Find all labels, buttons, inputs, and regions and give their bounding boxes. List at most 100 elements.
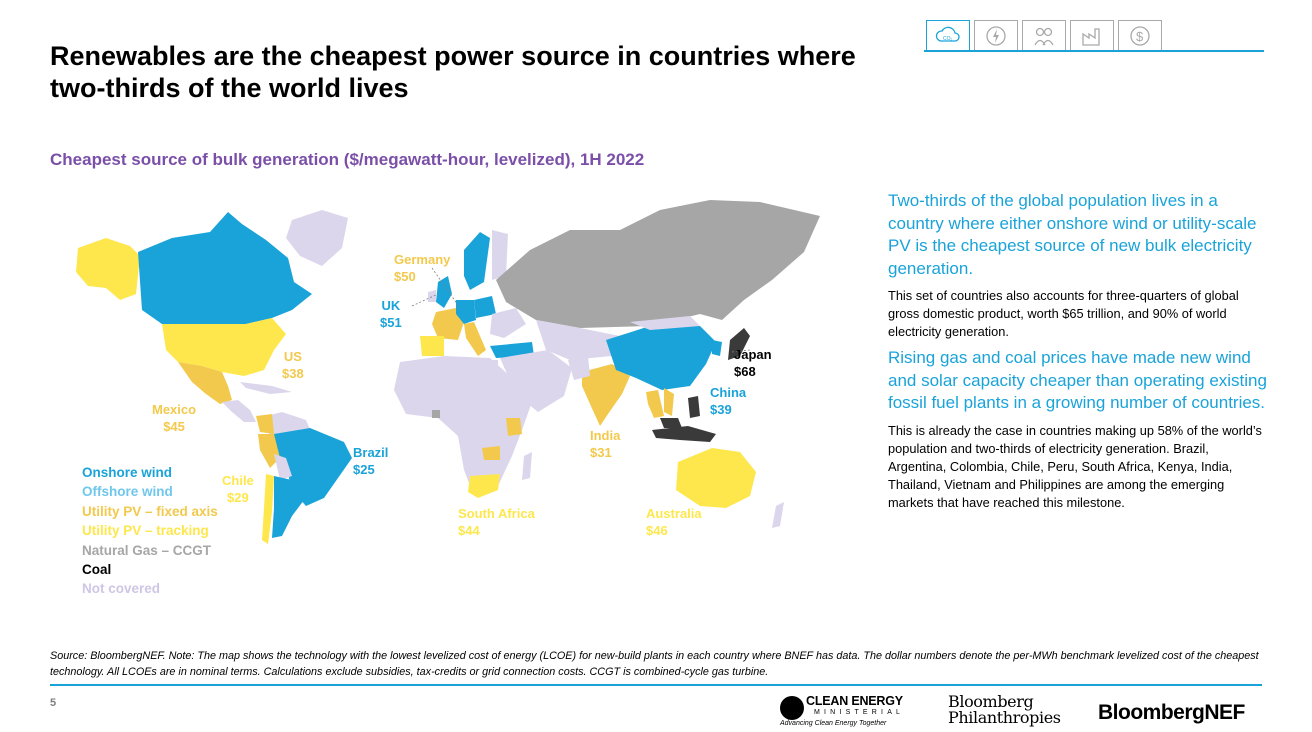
uk — [436, 276, 452, 308]
map-subtitle: Cheapest source of bulk generation ($/me… — [50, 150, 645, 169]
japan-leader — [731, 349, 751, 353]
russia — [496, 200, 820, 328]
body-emerging-markets: This is already the case in countries ma… — [888, 422, 1262, 510]
label-germany: Germany $50 — [394, 251, 450, 285]
label-japan-value: $68 — [734, 364, 756, 379]
zambia — [482, 446, 500, 460]
source-note: Source: BloombergNEF. Note: The map show… — [50, 650, 1259, 678]
south-africa — [468, 474, 500, 498]
germany-leader — [431, 267, 461, 309]
factory-icon[interactable] — [1070, 20, 1114, 50]
argentina — [272, 476, 304, 538]
bloombergnef-logo: BloombergNEF — [1098, 701, 1245, 724]
label-australia-name: Australia — [646, 506, 702, 521]
power-icon[interactable] — [974, 20, 1018, 50]
poland — [474, 296, 496, 318]
legend-onshore-wind: Onshore wind — [82, 465, 173, 480]
slide-title: Renewables are the cheapest power source… — [50, 41, 856, 103]
cem-logo: CLEAN ENERGY MINISTERIAL Advancing Clean… — [780, 694, 925, 730]
finland — [492, 230, 508, 280]
label-mexico-value: $45 — [163, 419, 185, 434]
legend-not-covered: Not covered — [82, 581, 161, 597]
australia — [676, 448, 756, 508]
eastern-europe — [490, 308, 526, 338]
label-germany-name: Germany — [394, 252, 451, 267]
turkey — [490, 342, 534, 358]
korea — [712, 340, 722, 356]
label-uk: UK $51 — [380, 297, 402, 331]
thailand — [646, 390, 664, 418]
malaysia — [660, 418, 682, 428]
scandinavia — [464, 232, 490, 290]
label-brazil-value: $25 — [353, 462, 375, 477]
label-south-africa-value: $44 — [458, 523, 480, 538]
label-brazil: Brazil $25 — [353, 444, 388, 478]
side-panel: Two-thirds of the global population live… — [888, 190, 1268, 518]
label-japan: Japan $68 — [734, 346, 772, 380]
cem-globe-icon — [780, 696, 804, 720]
vietnam — [664, 388, 674, 416]
new-zealand — [772, 502, 784, 528]
label-india-name: India — [590, 428, 621, 443]
highlight-prices: Rising gas and coal prices have made new… — [888, 348, 1267, 412]
peru — [258, 434, 280, 468]
alaska — [76, 238, 140, 300]
body-gdp: This set of countries also accounts for … — [888, 288, 1239, 339]
world-map — [60, 190, 840, 550]
svg-text:$: $ — [1136, 29, 1144, 44]
co2-icon[interactable]: CO₂ — [926, 20, 970, 50]
germany — [456, 300, 476, 324]
label-chile-value: $29 — [227, 490, 249, 505]
middle-east — [500, 350, 572, 412]
china — [606, 326, 716, 390]
bolivia — [274, 454, 292, 480]
legend-natural-gas: Natural Gas – CCGT — [82, 542, 212, 558]
legend-offshore-wind: Offshore wind — [82, 484, 173, 500]
label-china: China $39 — [710, 384, 746, 418]
cem-tagline: Advancing Clean Energy Together — [780, 720, 887, 727]
label-japan-name: Japan — [734, 347, 772, 362]
kenya — [506, 418, 522, 436]
phil-line1: Bloomberg — [948, 692, 1034, 711]
co2-label: CO₂ — [943, 36, 953, 42]
label-uk-value: $51 — [380, 315, 402, 330]
label-us-name: US — [283, 349, 302, 364]
label-mexico-name: Mexico — [152, 402, 197, 417]
central-asia — [536, 320, 620, 360]
label-south-africa: South Africa $44 — [458, 505, 535, 539]
dollar-icon[interactable]: $ — [1118, 20, 1162, 50]
label-chile: Chile $29 — [222, 472, 254, 506]
people-icon[interactable] — [1022, 20, 1066, 50]
label-us-value: $38 — [282, 366, 304, 381]
legend-pv-tracking: Utility PV – tracking — [82, 523, 209, 539]
uk-leader — [411, 293, 439, 307]
greenland — [286, 210, 348, 266]
page-number: 5 — [50, 697, 57, 709]
map-legend: Onshore wind Offshore wind Utility PV – … — [82, 463, 218, 599]
cem-sub: MINISTERIAL — [814, 709, 905, 716]
madagascar — [522, 452, 532, 480]
label-uk-name: UK — [381, 298, 401, 313]
label-china-name: China — [710, 385, 747, 400]
legend-pv-fixed: Utility PV – fixed axis — [82, 503, 218, 519]
mongolia — [630, 316, 700, 330]
mexico — [178, 362, 232, 404]
label-china-value: $39 — [710, 402, 732, 417]
france — [432, 308, 464, 340]
highlight-population: Two-thirds of the global population live… — [888, 191, 1257, 278]
indonesia — [652, 426, 716, 442]
label-mexico: Mexico $45 — [152, 401, 196, 435]
cem-name: CLEAN ENERGY — [806, 694, 903, 708]
italy — [464, 322, 486, 356]
united-states — [162, 318, 286, 376]
africa — [394, 356, 532, 496]
colombia — [256, 414, 274, 434]
label-chile-name: Chile — [222, 473, 254, 488]
phil-line2: Philanthropies — [948, 708, 1061, 727]
label-india-value: $31 — [590, 445, 612, 460]
west-africa-gas — [432, 410, 440, 418]
nav-rule — [924, 50, 1264, 52]
philippines — [688, 396, 700, 418]
chile — [262, 474, 274, 544]
label-germany-value: $50 — [394, 269, 416, 284]
